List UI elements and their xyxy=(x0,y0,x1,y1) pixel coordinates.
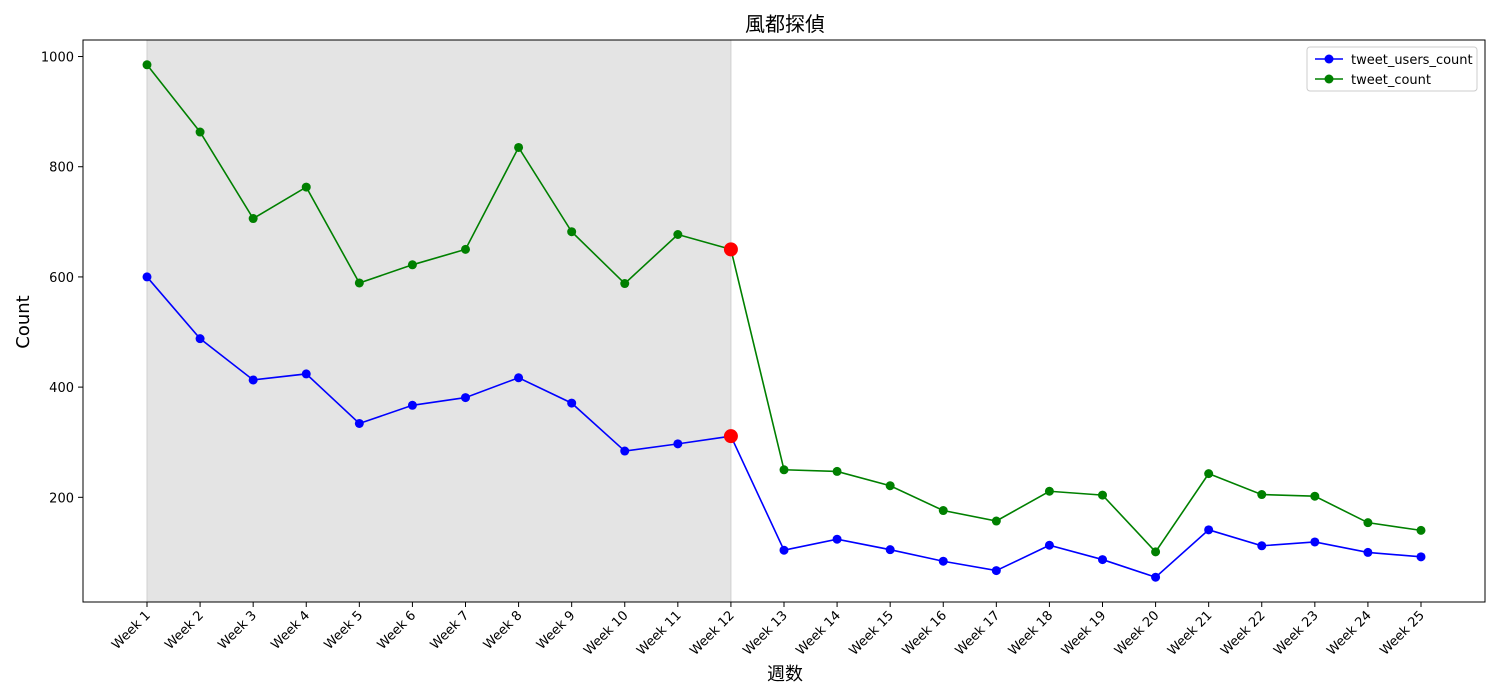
x-tick-label: Week 19 xyxy=(1059,608,1109,658)
x-tick-label: Week 16 xyxy=(900,608,950,658)
x-tick-label: Week 24 xyxy=(1324,608,1374,658)
y-axis-title: Count xyxy=(13,295,34,348)
data-point-tweet_users_count xyxy=(779,545,789,555)
x-tick-label: Week 5 xyxy=(322,608,367,653)
data-point-tweet_users_count xyxy=(832,534,842,544)
x-tick-label: Week 4 xyxy=(269,608,314,653)
data-point-tweet_count xyxy=(991,516,1001,526)
data-point-tweet_count xyxy=(832,466,842,476)
x-tick-label: Week 3 xyxy=(215,608,260,653)
data-point-tweet_count xyxy=(195,127,205,137)
data-point-tweet_users_count xyxy=(1363,547,1373,557)
x-tick-label: Week 21 xyxy=(1165,608,1215,658)
highlight-point-tweet_users_count xyxy=(723,429,738,444)
data-point-tweet_users_count xyxy=(195,334,205,344)
data-point-tweet_users_count xyxy=(301,369,311,379)
legend-marker-tweet_count xyxy=(1324,74,1334,84)
data-point-tweet_count xyxy=(514,142,524,152)
data-point-tweet_count xyxy=(620,279,630,289)
x-tick-label: Week 1 xyxy=(109,608,154,653)
data-point-tweet_users_count xyxy=(620,446,630,456)
x-tick-label: Week 20 xyxy=(1112,608,1162,658)
data-point-tweet_count xyxy=(248,214,258,224)
legend-label-tweet_users_count: tweet_users_count xyxy=(1351,53,1473,68)
data-point-tweet_users_count xyxy=(1151,572,1161,582)
data-point-tweet_count xyxy=(1151,547,1161,557)
x-tick-label: Week 8 xyxy=(481,608,526,653)
data-point-tweet_count xyxy=(142,60,152,70)
legend-marker-tweet_users_count xyxy=(1324,54,1334,64)
data-point-tweet_count xyxy=(938,506,948,516)
x-tick-label: Week 18 xyxy=(1006,608,1056,658)
data-point-tweet_users_count xyxy=(461,393,470,403)
highlight-point-tweet_count xyxy=(723,242,738,257)
chart-title: 風都探偵 xyxy=(745,12,825,36)
y-tick-label: 800 xyxy=(49,161,74,176)
data-point-tweet_count xyxy=(885,481,895,491)
data-point-tweet_count xyxy=(567,227,577,237)
shaded-region xyxy=(146,39,732,603)
x-tick-label: Week 9 xyxy=(534,608,579,653)
data-point-tweet_count xyxy=(1310,491,1320,501)
data-point-tweet_users_count xyxy=(354,418,364,428)
data-point-tweet_count xyxy=(301,182,311,192)
data-point-tweet_count xyxy=(1098,490,1107,500)
data-point-tweet_users_count xyxy=(407,400,417,410)
x-tick-label: Week 13 xyxy=(740,608,790,658)
data-point-tweet_count xyxy=(1363,518,1373,528)
legend-label-tweet_count: tweet_count xyxy=(1351,73,1431,88)
data-point-tweet_count xyxy=(461,244,470,254)
data-point-tweet_users_count xyxy=(1416,552,1426,562)
x-tick-label: Week 14 xyxy=(793,608,843,658)
data-point-tweet_users_count xyxy=(142,272,152,282)
x-tick-label: Week 2 xyxy=(162,608,207,653)
data-point-tweet_users_count xyxy=(673,439,683,449)
data-point-tweet_count xyxy=(1257,490,1267,500)
legend-box xyxy=(1306,46,1478,92)
x-tick-label: Week 25 xyxy=(1377,608,1427,658)
x-tick-label: Week 22 xyxy=(1218,608,1268,658)
data-point-tweet_users_count xyxy=(1204,525,1214,535)
legend: tweet_users_count tweet_count xyxy=(1306,46,1478,92)
plot-area: 200 400 600 800 1000 Week 1 Week 2 Week 3 Week 4… xyxy=(41,39,1486,659)
data-point-tweet_count xyxy=(1204,469,1214,479)
data-point-tweet_users_count xyxy=(1310,537,1320,547)
data-point-tweet_users_count xyxy=(991,566,1001,576)
data-point-tweet_count xyxy=(1044,486,1054,496)
data-point-tweet_users_count xyxy=(938,556,948,566)
x-tick-label: Week 12 xyxy=(687,608,737,658)
data-point-tweet_users_count xyxy=(1257,541,1267,551)
x-tick-label: Week 7 xyxy=(428,608,473,653)
data-point-tweet_count xyxy=(779,465,789,475)
data-point-tweet_users_count xyxy=(514,373,524,383)
x-tick-label: Week 6 xyxy=(375,608,420,653)
y-tick-label: 200 xyxy=(49,491,74,506)
x-axis-title: 週数 xyxy=(767,664,803,685)
data-point-tweet_users_count xyxy=(1098,555,1107,565)
data-point-tweet_users_count xyxy=(567,398,577,408)
x-tick-label: Week 15 xyxy=(847,608,897,658)
y-tick-label: 400 xyxy=(49,381,74,396)
data-point-tweet_users_count xyxy=(248,375,258,385)
data-point-tweet_count xyxy=(407,260,417,270)
data-point-tweet_count xyxy=(1416,525,1426,535)
x-tick-label: Week 17 xyxy=(953,608,1003,658)
data-point-tweet_users_count xyxy=(885,545,895,555)
x-tick-label: Week 23 xyxy=(1271,608,1321,658)
y-tick-label: 1000 xyxy=(41,51,74,66)
data-point-tweet_users_count xyxy=(1044,540,1054,550)
data-point-tweet_count xyxy=(673,229,683,239)
y-tick-label: 600 xyxy=(49,271,74,286)
x-tick-label: Week 10 xyxy=(581,608,631,658)
data-point-tweet_count xyxy=(354,278,364,288)
x-tick-label: Week 11 xyxy=(634,608,684,658)
